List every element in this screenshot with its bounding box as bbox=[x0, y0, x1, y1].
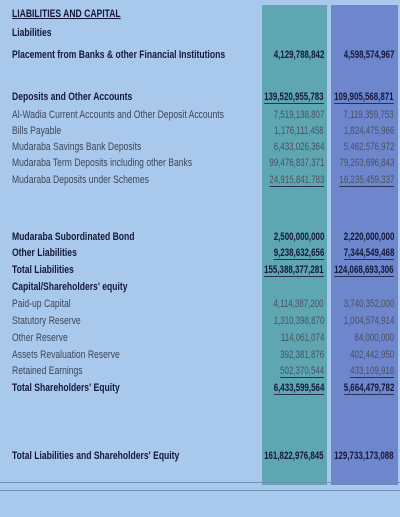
row-label: Total Liabilities bbox=[12, 264, 74, 276]
row-label: Liabilities bbox=[12, 27, 52, 39]
row-value: 402,442,950 bbox=[349, 349, 394, 361]
rule bbox=[0, 490, 400, 491]
row-value: 6,433,026,364 bbox=[273, 141, 324, 153]
row-value: 9,238,632,656 bbox=[273, 247, 324, 260]
row-value: 502,370,544 bbox=[279, 365, 324, 378]
row-label: Paid-up Capital bbox=[12, 298, 71, 310]
rule bbox=[0, 482, 400, 483]
row-value: 5,462,576,972 bbox=[343, 141, 394, 153]
section-title: LIABILITIES AND CAPITAL bbox=[12, 8, 121, 20]
row-value: 4,598,574,967 bbox=[343, 49, 394, 61]
row-label: Mudaraba Deposits under Schemes bbox=[12, 174, 149, 186]
row-value: 6,433,599,564 bbox=[273, 382, 324, 395]
prior-year-column bbox=[331, 5, 398, 485]
row-label: Bills Payable bbox=[12, 125, 62, 137]
row-value: 1,004,574,914 bbox=[343, 315, 394, 327]
row-label: Deposits and Other Accounts bbox=[12, 91, 133, 103]
row-value: 124,068,693,306 bbox=[334, 264, 394, 277]
row-value: 1,824,475,966 bbox=[343, 125, 394, 137]
row-label: Total Liabilities and Shareholders' Equi… bbox=[12, 450, 180, 462]
row-value: 5,664,479,782 bbox=[343, 382, 394, 395]
row-value: 129,733,173,088 bbox=[334, 450, 394, 462]
row-value: 392,381,876 bbox=[279, 349, 324, 361]
row-label: Mudaraba Subordinated Bond bbox=[12, 231, 135, 243]
row-value: 79,263,696,843 bbox=[338, 157, 394, 169]
row-label: Total Shareholders' Equity bbox=[12, 382, 120, 394]
row-value: 1,176,111,458 bbox=[274, 125, 324, 137]
row-value: 109,905,568,871 bbox=[334, 91, 394, 104]
row-value: 161,822,976,845 bbox=[264, 450, 324, 462]
row-value: 1,310,398,870 bbox=[273, 315, 324, 327]
row-value: 7,119,359,753 bbox=[343, 109, 394, 121]
row-label: Mudaraba Term Deposits including other B… bbox=[12, 157, 193, 169]
row-value: 4,114,387,200 bbox=[273, 298, 324, 310]
row-value: 16,235,459,337 bbox=[338, 174, 394, 187]
row-label: Capital/Shareholders' equity bbox=[12, 281, 128, 293]
row-label: Other Reserve bbox=[12, 332, 68, 344]
row-value: 2,220,000,000 bbox=[343, 231, 394, 243]
row-value: 2,500,000,000 bbox=[273, 231, 324, 243]
row-label: Other Liabilities bbox=[12, 247, 77, 259]
row-value: 84,000,000 bbox=[354, 332, 394, 344]
row-value: 139,520,955,783 bbox=[264, 91, 324, 104]
row-value: 3,740,352,000 bbox=[343, 298, 394, 310]
row-value: 433,109,918 bbox=[349, 365, 394, 378]
row-value: 7,344,549,468 bbox=[343, 247, 394, 260]
row-label: Al-Wadia Current Accounts and Other Depo… bbox=[12, 109, 224, 121]
row-value: 155,388,377,281 bbox=[264, 264, 324, 277]
row-value: 24,915,841,783 bbox=[268, 174, 324, 187]
row-value: 4,129,788,842 bbox=[273, 49, 324, 61]
row-label: Retained Earnings bbox=[12, 365, 83, 377]
row-label: Placement from Banks & other Financial I… bbox=[12, 49, 226, 61]
row-value: 99,476,837,371 bbox=[268, 157, 324, 169]
current-year-column bbox=[262, 5, 327, 485]
row-label: Mudaraba Savings Bank Deposits bbox=[12, 141, 142, 153]
row-value: 114,061,074 bbox=[280, 332, 324, 344]
row-value: 7,519,138,807 bbox=[273, 109, 324, 121]
row-label: Assets Revaluation Reserve bbox=[12, 349, 120, 361]
row-label: Statutory Reserve bbox=[12, 315, 81, 327]
